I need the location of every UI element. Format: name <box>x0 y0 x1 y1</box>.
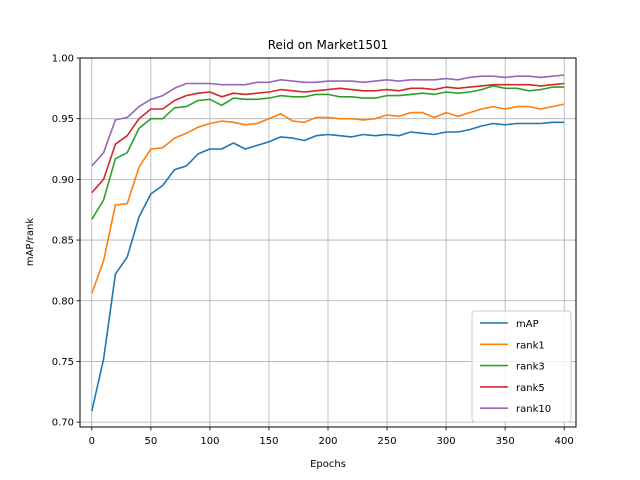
y-tick-label: 0.85 <box>52 236 74 247</box>
legend-label-rank1: rank1 <box>516 340 545 351</box>
series-line-mAP <box>91 121 565 412</box>
series-line-rank1 <box>91 103 565 294</box>
legend-label-mAP: mAP <box>516 319 539 330</box>
y-tick-label: 0.70 <box>52 418 74 429</box>
x-tick-label: 150 <box>259 436 278 447</box>
x-tick-label: 50 <box>144 436 157 447</box>
y-axis-label: mAP/rank <box>25 218 36 267</box>
legend: mAP rank1 rank3 rank5 rank10 <box>471 310 572 423</box>
series-line-rank5 <box>91 82 565 194</box>
series-line-rank3 <box>91 85 565 220</box>
legend-box <box>471 310 572 423</box>
legend-label-rank10: rank10 <box>516 404 551 415</box>
y-axis: 0.70 0.75 0.80 0.85 0.90 0.95 1.00 <box>52 54 80 429</box>
x-tick-label: 100 <box>200 436 219 447</box>
y-tick-label: 1.00 <box>52 54 74 65</box>
legend-label-rank5: rank5 <box>516 383 545 394</box>
x-tick-label: 300 <box>437 436 456 447</box>
x-tick-label: 250 <box>378 436 397 447</box>
legend-label-rank3: rank3 <box>516 362 545 373</box>
x-axis-label: Epochs <box>310 459 346 470</box>
y-tick-label: 0.80 <box>52 296 74 307</box>
y-tick-label: 0.90 <box>52 175 74 186</box>
x-tick-label: 350 <box>496 436 515 447</box>
y-tick-label: 0.75 <box>52 357 74 368</box>
chart-title: Reid on Market1501 <box>268 38 389 52</box>
x-tick-label: 0 <box>89 436 95 447</box>
series-group <box>91 74 565 412</box>
x-axis: 0 50 100 150 200 250 300 350 400 <box>89 427 574 447</box>
x-tick-label: 400 <box>555 436 574 447</box>
series-line-rank10 <box>91 74 565 167</box>
y-tick-label: 0.95 <box>52 114 74 125</box>
x-tick-label: 200 <box>318 436 337 447</box>
